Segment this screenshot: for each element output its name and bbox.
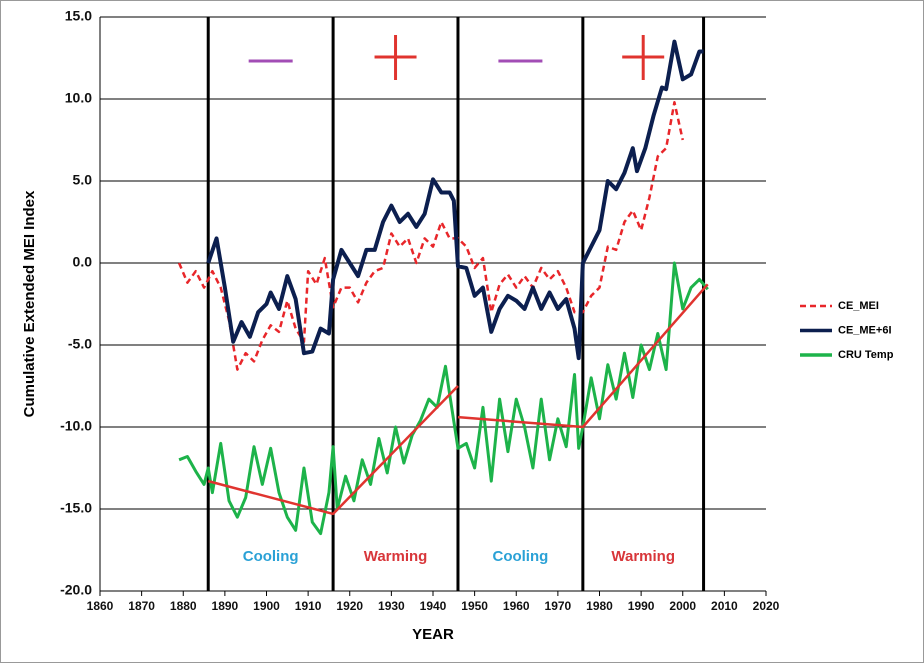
x-tick-label: 1890 (212, 599, 239, 613)
x-tick-label: 1950 (461, 599, 488, 613)
period-label: Warming (364, 548, 428, 565)
y-tick-label: -15.0 (60, 500, 92, 516)
trend-line (457, 283, 709, 429)
legend-label: CRU Temp (838, 349, 894, 361)
x-tick-label: 2020 (753, 599, 780, 613)
legend-label: CE_MEI (838, 300, 879, 312)
x-tick-label: 2000 (669, 599, 696, 613)
x-tick-label: 1940 (420, 599, 447, 613)
y-tick-label: -5.0 (68, 336, 92, 352)
series-line (177, 101, 684, 371)
x-tick-label: 1980 (586, 599, 613, 613)
x-tick-label: 1970 (545, 599, 572, 613)
y-tick-label: -10.0 (60, 418, 92, 434)
x-tick-label: 2010 (711, 599, 738, 613)
y-tick-label: 15.0 (65, 8, 92, 24)
y-tick-label: 0.0 (73, 254, 93, 270)
y-tick-label: -20.0 (60, 582, 92, 598)
x-tick-label: 1930 (378, 599, 405, 613)
legend-label: CE_ME+6I (838, 324, 892, 336)
series-line (206, 39, 704, 361)
trend-line (207, 385, 459, 516)
period-label: Warming (611, 548, 675, 565)
plot-area (100, 17, 766, 591)
y-axis-label: Cumulative Extended MEI Index (21, 190, 38, 417)
x-tick-label: 1870 (128, 599, 155, 613)
x-axis-label: YEAR (412, 626, 454, 643)
x-tick-label: 1920 (336, 599, 363, 613)
series-line (178, 261, 709, 536)
y-tick-label: 5.0 (73, 172, 93, 188)
x-tick-label: 1880 (170, 599, 197, 613)
x-tick-label: 1990 (628, 599, 655, 613)
period-label: Cooling (243, 548, 299, 565)
x-tick-label: 1910 (295, 599, 322, 613)
x-tick-label: 1860 (87, 599, 114, 613)
period-label: Cooling (492, 548, 548, 565)
y-tick-label: 10.0 (65, 90, 92, 106)
x-tick-label: 1960 (503, 599, 530, 613)
x-tick-label: 1900 (253, 599, 280, 613)
